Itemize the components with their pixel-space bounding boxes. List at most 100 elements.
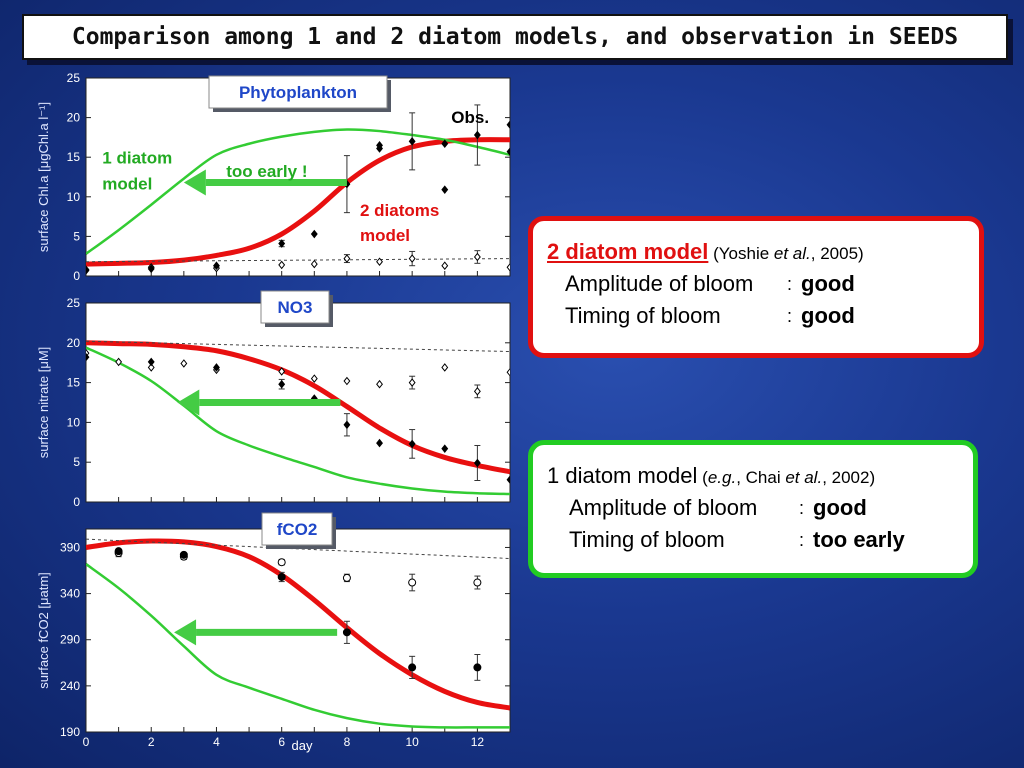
series-line-green xyxy=(86,563,510,729)
chart-annotation: model xyxy=(360,226,410,245)
obs-point-open xyxy=(343,376,351,386)
obs-point-filled xyxy=(342,628,351,637)
green-arrow-head xyxy=(183,169,206,196)
two-diatom-citation: (Yoshie et al., 2005) xyxy=(713,244,864,263)
obs-point-filled xyxy=(408,663,417,672)
obs-point-filled xyxy=(441,139,449,149)
chart-panel-2: 190 240 290 340 390 0 2 4 6 8 10 12 day surface fCO2 … xyxy=(36,512,511,753)
obs-point-open xyxy=(506,367,510,377)
one-diatom-box-title: 1 diatom model xyxy=(547,463,698,488)
obs-point-filled xyxy=(506,120,510,130)
series-group xyxy=(86,104,510,275)
obs-point-open xyxy=(115,357,123,367)
obs-point-filled xyxy=(213,363,220,372)
obs-point-filled xyxy=(278,379,286,389)
obs-point-open xyxy=(473,578,482,587)
obs-point-open xyxy=(408,254,416,263)
panel-label: NO3 xyxy=(278,298,313,317)
y-tick-label: 15 xyxy=(67,150,81,164)
obs-point-filled xyxy=(408,439,416,449)
title-bar: Comparison among 1 and 2 diatom models, … xyxy=(22,14,1008,60)
one-diatom-row-timing: Timing of bloom: too early xyxy=(569,527,905,552)
obs-point-open xyxy=(180,359,188,368)
obs-point-filled xyxy=(376,141,383,150)
y-tick-label: 290 xyxy=(60,633,80,647)
green-arrow-head xyxy=(174,619,197,646)
x-axis-label: day xyxy=(292,738,313,753)
obs-point-filled xyxy=(408,137,416,146)
obs-point-filled xyxy=(473,663,482,672)
y-tick-label: 0 xyxy=(73,495,80,509)
y-tick-label: 5 xyxy=(73,455,80,469)
chart-panel-1: 0 5 10 15 20 25 surface nitrate [μM] NO3 xyxy=(36,290,511,509)
obs-point-open xyxy=(408,578,417,587)
two-diatom-box-title: 2 diatom model xyxy=(547,239,709,264)
y-tick-label: 240 xyxy=(60,679,80,693)
obs-point-filled xyxy=(86,352,90,362)
obs-point-filled xyxy=(86,266,90,275)
chart-annotation: 2 diatoms xyxy=(360,201,439,220)
obs-point-open xyxy=(376,379,383,389)
obs-point-filled xyxy=(179,550,188,559)
obs-point-filled xyxy=(506,475,510,485)
chart-panel-0: 0 5 10 15 20 25 surface Chl.a [μgChl.a l⁻¹] Obs… xyxy=(36,71,511,283)
obs-point-open xyxy=(441,363,449,372)
chart-annotation: model xyxy=(102,175,152,194)
y-tick-label: 25 xyxy=(67,296,81,310)
obs-point-filled xyxy=(473,458,481,468)
chart-annotation: Obs. xyxy=(451,108,489,127)
obs-point-open xyxy=(310,259,318,269)
series-line-dashed xyxy=(86,258,510,263)
obs-point-open xyxy=(278,260,286,270)
y-tick-label: 20 xyxy=(67,336,81,350)
slide-title: Comparison among 1 and 2 diatom models, … xyxy=(71,24,959,50)
series-line-red-thick xyxy=(86,340,510,475)
obs-point-filled xyxy=(473,130,481,140)
x-tick-label: 0 xyxy=(83,735,90,749)
obs-point-filled xyxy=(278,239,286,248)
obs-point-open xyxy=(506,262,510,272)
obs-point-filled xyxy=(441,185,449,194)
y-tick-label: 10 xyxy=(67,415,81,429)
panel-label-box xyxy=(208,75,388,109)
obs-point-open xyxy=(278,367,286,376)
series-line-red-thick xyxy=(86,538,510,711)
obs-point-open xyxy=(342,573,351,582)
one-diatom-row-amplitude: Amplitude of bloom: good xyxy=(569,495,867,520)
y-axis-label: surface nitrate [μM] xyxy=(36,347,51,459)
obs-point-open xyxy=(473,252,481,262)
y-tick-label: 190 xyxy=(60,725,80,739)
x-tick-label: 6 xyxy=(278,735,285,749)
obs-point-open xyxy=(310,374,318,383)
y-tick-label: 340 xyxy=(60,587,80,601)
y-tick-label: 20 xyxy=(67,111,81,125)
series-line-dashed xyxy=(86,340,510,353)
obs-point-filled xyxy=(114,547,123,556)
obs-point-open xyxy=(408,378,416,387)
chart-annotation: 1 diatom xyxy=(102,149,172,168)
obs-point-open xyxy=(147,363,155,372)
panel-label: fCO2 xyxy=(277,520,318,539)
y-tick-label: 25 xyxy=(67,71,81,85)
y-axis-label: surface fCO2 [μatm] xyxy=(36,572,51,689)
y-tick-label: 390 xyxy=(60,540,80,554)
y-tick-label: 0 xyxy=(73,269,80,283)
panel-label: Phytoplankton xyxy=(239,83,357,102)
obs-point-open xyxy=(376,257,383,267)
obs-point-open xyxy=(441,261,449,271)
two-diatom-row-amplitude: Amplitude of bloom: good xyxy=(565,271,855,296)
series-group xyxy=(86,340,510,496)
obs-point-filled xyxy=(277,572,286,581)
obs-point-filled xyxy=(376,438,383,448)
obs-point-filled xyxy=(147,357,155,367)
x-tick-label: 2 xyxy=(148,735,155,749)
panel-label-box xyxy=(261,512,333,546)
obs-point-filled xyxy=(343,420,351,430)
panel-label-box xyxy=(260,290,330,324)
obs-point-filled xyxy=(213,261,220,271)
y-axis-label: surface Chl.a [μgChl.a l⁻¹] xyxy=(36,102,51,252)
obs-point-filled xyxy=(147,264,155,274)
obs-point-open xyxy=(473,387,481,396)
chart-annotation: too early ! xyxy=(226,162,307,181)
